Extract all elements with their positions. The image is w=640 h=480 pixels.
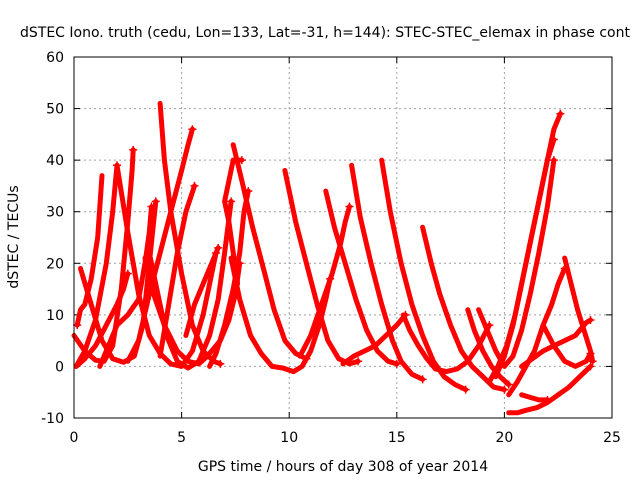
x-tick-label: 15 <box>388 430 406 446</box>
series-end-marker <box>354 357 363 366</box>
series-end-marker <box>216 359 225 368</box>
series-end-marker <box>461 385 470 394</box>
series-trace-sat-23 <box>340 312 408 367</box>
series-end-marker <box>237 156 246 165</box>
series-end-marker <box>129 145 138 154</box>
x-tick-label: 20 <box>495 430 513 446</box>
x-tick-label: 25 <box>603 430 621 446</box>
series-trace-sat-15 <box>222 157 245 287</box>
series-end-marker <box>190 181 199 190</box>
series-end-marker <box>151 197 160 206</box>
series-trace-sat-21 <box>379 157 469 393</box>
plot-frame <box>73 56 613 419</box>
y-tick-label: 40 <box>46 153 64 169</box>
series-trace-sat-7 <box>97 204 154 369</box>
series-trace-sat-31 <box>562 255 596 364</box>
series-end-marker <box>188 125 197 134</box>
series-trace-sat-35 <box>519 392 550 403</box>
series-trace-sat-6 <box>73 271 131 369</box>
tick-labels: 0 5 10 15 20 25 -10 0 10 20 30 40 50 60 <box>41 50 621 446</box>
data-traces <box>71 100 597 416</box>
series-trace-sat-12 <box>146 198 234 371</box>
y-tick-label: 20 <box>46 256 64 272</box>
series-trace-sat-32 <box>540 322 593 369</box>
series-trace-sat-16 <box>207 188 251 369</box>
y-tick-label: 0 <box>55 359 64 375</box>
series-trace-sat-22 <box>297 204 352 359</box>
series-end-marker <box>123 269 132 278</box>
series-trace-sat-33 <box>519 317 593 369</box>
series-end-marker <box>586 349 595 358</box>
series-end-marker <box>586 362 595 371</box>
series-end-marker <box>345 202 354 211</box>
series-trace-sat-29 <box>493 111 563 380</box>
y-tick-label: 60 <box>46 50 64 66</box>
chart-title: dSTEC Iono. truth (cedu, Lon=133, Lat=-3… <box>20 25 630 41</box>
y-tick-label: 30 <box>46 205 64 221</box>
series-trace-sat-19 <box>323 188 400 367</box>
series-end-marker <box>227 197 236 206</box>
series-trace-sat-3 <box>73 162 120 369</box>
series-trace-sat-5 <box>114 162 219 369</box>
series-trace-sat-9 <box>125 126 195 364</box>
series-trace-sat-24 <box>400 312 492 375</box>
series-trace-sat-13 <box>183 245 221 338</box>
y-tick-label: 10 <box>46 308 64 324</box>
series-trace-sat-14 <box>230 142 309 362</box>
series-end-marker <box>556 109 565 118</box>
y-tick-label: 50 <box>46 102 64 118</box>
x-tick-label: 5 <box>177 430 186 446</box>
x-tick-label: 10 <box>280 430 298 446</box>
series-trace-sat-26 <box>465 307 512 387</box>
series-end-marker <box>500 385 509 394</box>
series-end-marker <box>147 202 156 211</box>
y-tick-label: -10 <box>41 411 64 427</box>
series-trace-sat-4 <box>74 173 105 328</box>
series-end-marker <box>586 316 595 325</box>
series-end-marker <box>73 321 82 330</box>
series-end-marker <box>418 375 427 384</box>
series-trace-sat-27 <box>476 157 557 369</box>
series-end-marker <box>543 395 552 404</box>
x-tick-label: 0 <box>70 430 79 446</box>
series-trace-sat-30 <box>506 265 568 398</box>
x-axis-label: GPS time / hours of day 308 of year 2014 <box>198 459 488 475</box>
y-axis-label: dSTEC / TECUs <box>6 185 22 288</box>
series-end-marker <box>244 187 253 196</box>
series-trace-sat-20 <box>349 162 426 382</box>
series-end-marker <box>504 380 513 389</box>
series-end-marker <box>588 357 597 366</box>
series-end-marker <box>214 243 223 252</box>
series-end-marker <box>392 359 401 368</box>
series-end-marker <box>549 156 558 165</box>
